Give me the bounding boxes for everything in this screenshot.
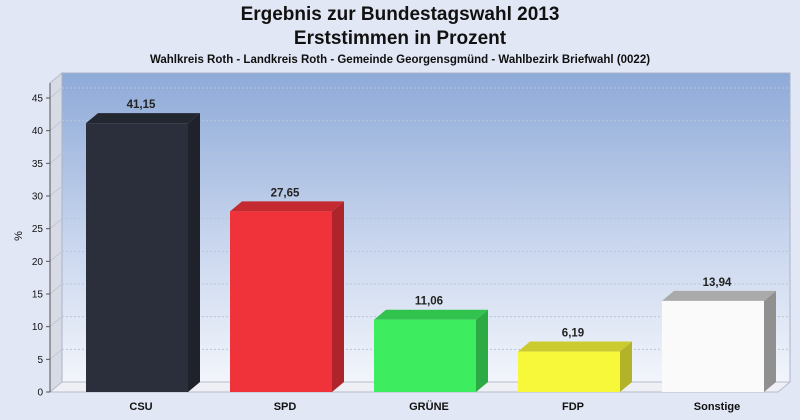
gridline-wall [49, 185, 63, 197]
plot-left-wall [49, 71, 63, 394]
chart-caption: Wahlkreis Roth - Landkreis Roth - Gemein… [149, 54, 651, 66]
x-tick-label: GRÜNE [409, 400, 449, 413]
bar-value-label: 6,19 [562, 328, 584, 340]
gridline-wall [49, 120, 63, 132]
chart-subtitle: Erststimmen in Prozent [293, 28, 507, 49]
bar-top [86, 113, 200, 124]
bar-front [374, 319, 476, 392]
y-axis: 0 5 10 15 20 25 30 35 40 45 [32, 83, 51, 399]
bar-side [476, 309, 488, 392]
bar-top [374, 309, 488, 320]
bar-top [662, 290, 776, 301]
gridline-wall [49, 348, 63, 360]
bar-grüne: 11,06 GRÜNE [374, 296, 488, 413]
y-axis-label: % [13, 231, 25, 241]
bar-value-label: 27,65 [271, 187, 300, 199]
y-tick-label: 40 [32, 126, 44, 137]
y-tick-label: 35 [32, 159, 44, 170]
gridline-wall [49, 316, 63, 328]
bar-front [662, 300, 764, 392]
y-tick-label: 5 [37, 355, 43, 366]
bar-value-label: 11,06 [415, 296, 443, 308]
bar-front [518, 351, 620, 392]
bar-side [332, 201, 344, 392]
bar-value-label: 13,94 [703, 277, 732, 289]
x-tick-label: SPD [274, 401, 297, 413]
gridline-wall [49, 218, 63, 230]
x-tick-label: Sonstige [694, 401, 740, 413]
bar-side [764, 290, 776, 392]
bar-csu: 41,15 CSU [86, 99, 200, 413]
bar-side [620, 341, 632, 392]
bar-sonstige: 13,94 Sonstige [662, 277, 776, 413]
y-tick-label: 10 [32, 322, 44, 333]
bar-front [86, 123, 188, 393]
y-tick-label: 20 [32, 257, 44, 268]
y-tick-label: 0 [37, 388, 43, 399]
bar-value-label: 41,15 [127, 99, 156, 111]
bars: 41,15 CSU 27,65 SPD 11,06 GRÜNE 6,19 FDP 13,94 So… [86, 99, 776, 413]
bar-top [518, 341, 632, 352]
y-tick-label: 45 [32, 94, 44, 105]
y-tick-label: 25 [32, 224, 44, 235]
bar-front [230, 211, 332, 392]
bar-fdp: 6,19 FDP [518, 328, 632, 413]
gridline-wall [49, 87, 63, 99]
y-tick-label: 15 [32, 290, 44, 301]
gridline-wall [49, 283, 63, 295]
bar-top [230, 201, 344, 212]
x-tick-label: CSU [129, 401, 152, 413]
chart-title: Ergebnis zur Bundestagswahl 2013 [240, 4, 560, 25]
gridline-wall [49, 152, 63, 164]
y-tick-label: 30 [32, 192, 44, 203]
gridline-wall [49, 250, 63, 262]
bar-side [188, 113, 200, 393]
x-tick-label: FDP [562, 401, 584, 413]
bar-spd: 27,65 SPD [230, 187, 344, 413]
